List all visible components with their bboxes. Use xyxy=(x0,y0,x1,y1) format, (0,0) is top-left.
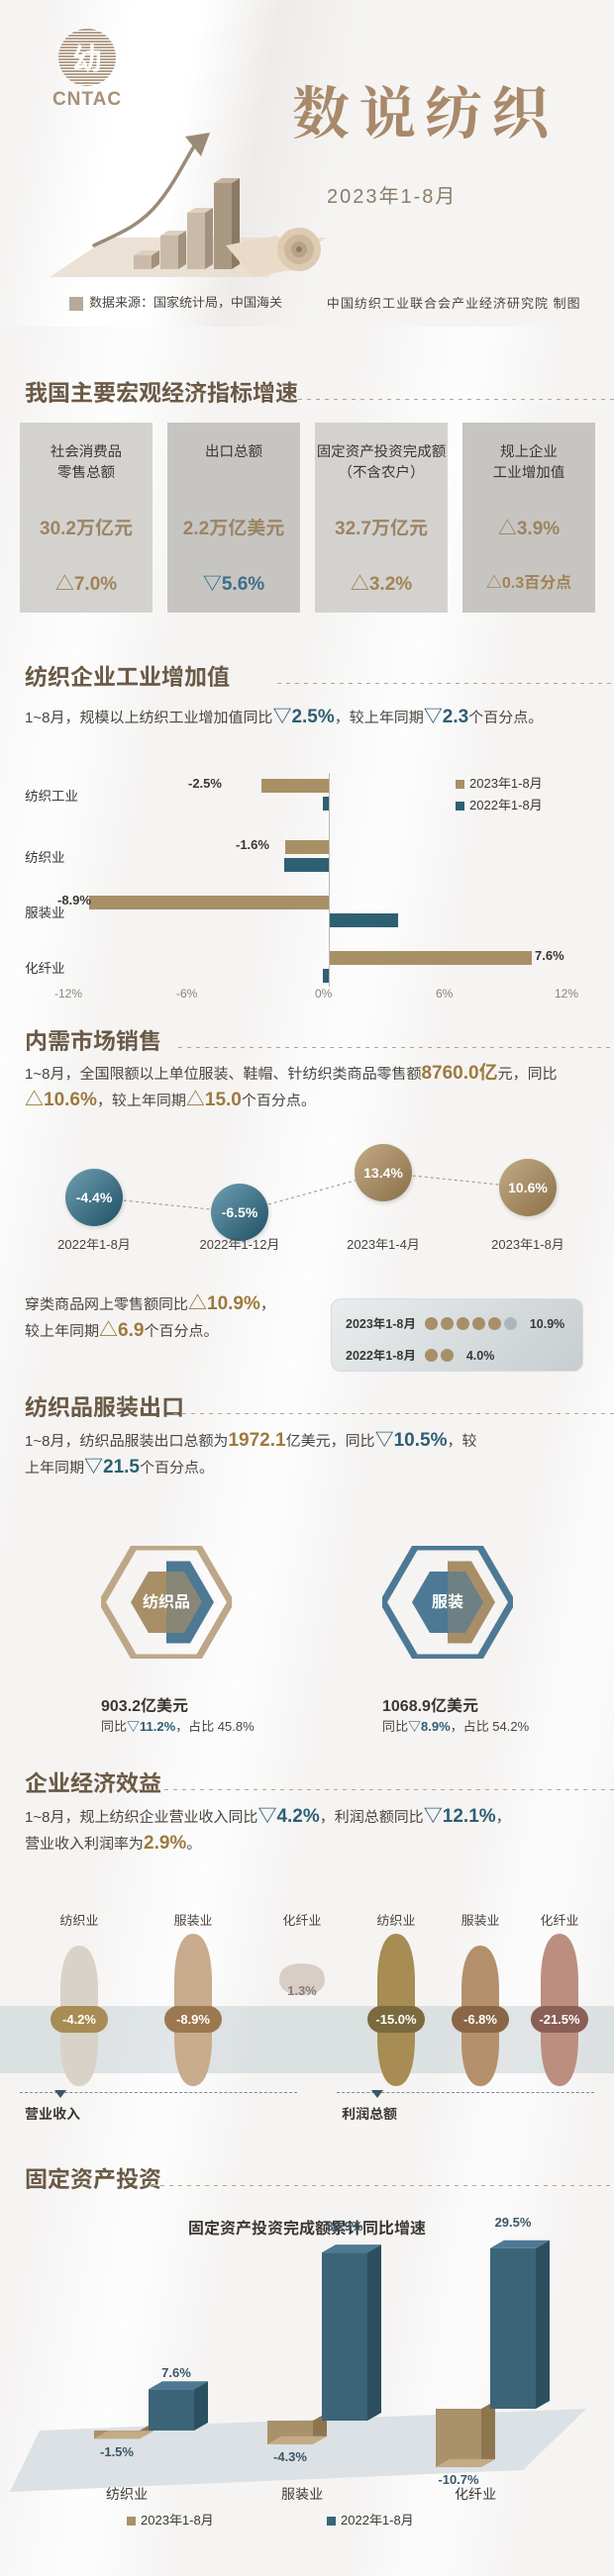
svg-text:服装: 服装 xyxy=(432,1593,463,1611)
svg-text:纺织品: 纺织品 xyxy=(143,1593,190,1611)
svg-text:幼: 幼 xyxy=(72,35,102,78)
